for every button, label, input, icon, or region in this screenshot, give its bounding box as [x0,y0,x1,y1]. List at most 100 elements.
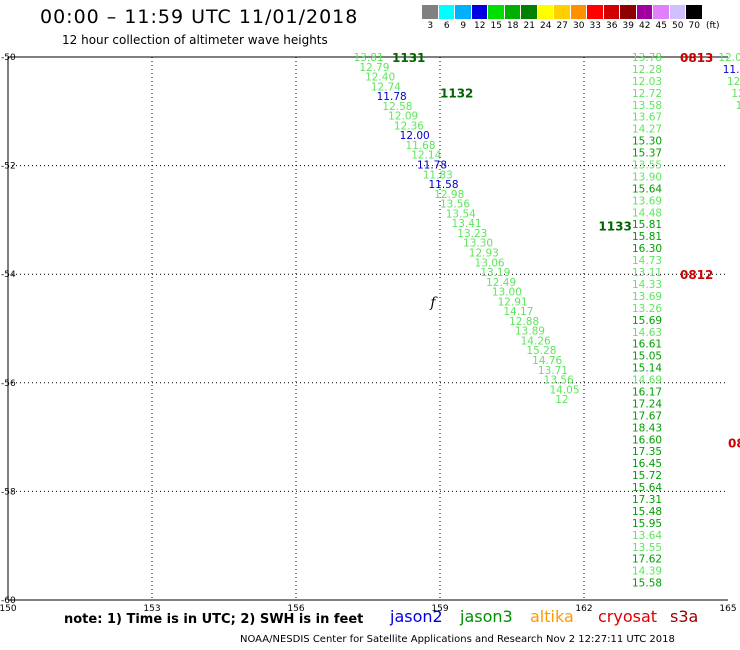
legend-swatch-27 [554,5,571,19]
swh-value: 13.56 [440,199,470,211]
pass-label: 081 [728,437,740,451]
swh-value: 14.69 [632,375,662,387]
swh-value: 12.91 [498,296,528,308]
swh-value: 13.00 [492,287,522,299]
swh-value: 11.32 [723,64,740,76]
swh-value: 14.63 [632,327,662,339]
swh-value: 15.14 [632,363,662,375]
swh-value: 11.68 [405,140,435,152]
swh-value: 12 [555,394,568,406]
swh-value: 12.93 [469,247,499,259]
legend-swatch-39 [620,5,637,19]
swh-value: 15.81 [632,219,662,231]
satellite-cryosat: cryosat [598,607,658,626]
swh-value: 12.74 [371,81,401,93]
legend-swatch-15 [488,5,505,19]
legend-swatch-50 [669,5,686,19]
pass-label: 1133 [598,219,631,233]
swh-value: 13.55 [632,542,662,554]
swh-value: 17.67 [632,410,662,422]
footnote: note: 1) Time is in UTC; 2) SWH is in fe… [64,612,364,627]
swh-value: 15.64 [632,183,662,195]
swh-value: 13.71 [538,365,568,377]
swh-value: 12.46 [727,76,740,88]
swh-value: 16.30 [632,243,662,255]
legend-label-39: 39 [622,21,634,31]
swh-value: 15.30 [632,136,662,148]
swh-value: 12.36 [394,120,424,132]
swh-value: 17.24 [632,398,662,410]
lon-label-159: 159 [431,604,448,614]
swh-value: 12.49 [486,277,516,289]
legend-swatch-33 [587,5,604,19]
legend-swatch-9 [455,5,472,19]
legend-swatch-6 [438,5,455,19]
swh-value: 12.09 [388,111,418,123]
swh-value: 14.76 [532,355,562,367]
legend-swatch-42 [636,5,653,19]
swh-value: 15.58 [632,578,662,590]
lat-label--50: -50 [1,53,16,63]
pass-label: 0812 [680,268,713,282]
swh-value: 17.31 [632,494,662,506]
swh-value: 13.54 [446,208,476,220]
swh-value: 13.56 [544,375,574,387]
pass-label: 1132 [440,86,473,100]
swh-value: 14.17 [503,306,533,318]
satellite-altika: altika [530,607,574,626]
swh-value: 12.87 [731,88,740,100]
swh-value: 13.11 [632,267,662,279]
pass-label: 0813 [680,51,713,65]
swh-value: 13.58 [632,100,662,112]
swh-value: 15.95 [632,518,662,530]
legend-swatch-70 [686,5,703,19]
swh-value: 16.61 [632,339,662,351]
legend-label-9: 9 [460,21,467,31]
swh-value: 12.58 [382,101,412,113]
lat-label--54: -54 [1,270,16,280]
swh-value: 15.05 [632,351,662,363]
legend-swatch-21 [521,5,538,19]
legend-unit: (ft) [706,21,720,31]
legend-label-15: 15 [490,21,502,31]
swh-value: 12.98 [434,189,464,201]
legend-label-36: 36 [606,21,618,31]
swh-value: 16.60 [632,434,662,446]
swh-value: 17.62 [632,554,662,566]
credit-line: NOAA/NESDIS Center for Satellite Applica… [240,634,675,645]
swh-value: 13.69 [632,195,662,207]
legend-swatch-18 [504,5,521,19]
swh-value: 13.89 [515,326,545,338]
swh-value: 12.88 [509,316,539,328]
island-marker: f [429,295,438,311]
swh-value: 12.03 [632,76,662,88]
swh-value: 14.33 [632,279,662,291]
swh-value: 13.55 [632,160,662,172]
swh-value: 13.26 [632,303,662,315]
lon-label-156: 156 [287,604,304,614]
swh-value: 13.64 [632,530,662,542]
lat-label--60: -60 [1,596,16,606]
tracks-layer: 13.8112.7912.4012.7411.7812.5812.0912.36… [354,51,740,590]
swh-value: 12.14 [411,150,441,162]
satellite-jason3: jason3 [460,607,513,626]
swh-value: 14.05 [549,384,579,396]
swh-value: 11.58 [428,179,458,191]
swh-value: 13.30 [736,100,740,112]
lon-label-162: 162 [575,604,592,614]
swh-value: 16.17 [632,386,662,398]
legend-label-27: 27 [556,21,568,31]
legend-label-33: 33 [589,21,601,31]
swh-value: 15.37 [632,148,662,160]
satellite-s3a: s3a [670,607,699,626]
map-subtitle: 12 hour collection of altimeter wave hei… [62,33,328,47]
swh-value: 11.83 [423,169,453,181]
swh-value: 15.64 [632,482,662,494]
swh-value: 18.43 [632,422,662,434]
pass-label: 1131 [392,51,425,65]
legend-label-45: 45 [655,21,667,31]
swh-value: 12.28 [632,64,662,76]
legend-swatch-45 [653,5,670,19]
legend-label-30: 30 [573,21,585,31]
swh-value: 11.78 [377,91,407,103]
